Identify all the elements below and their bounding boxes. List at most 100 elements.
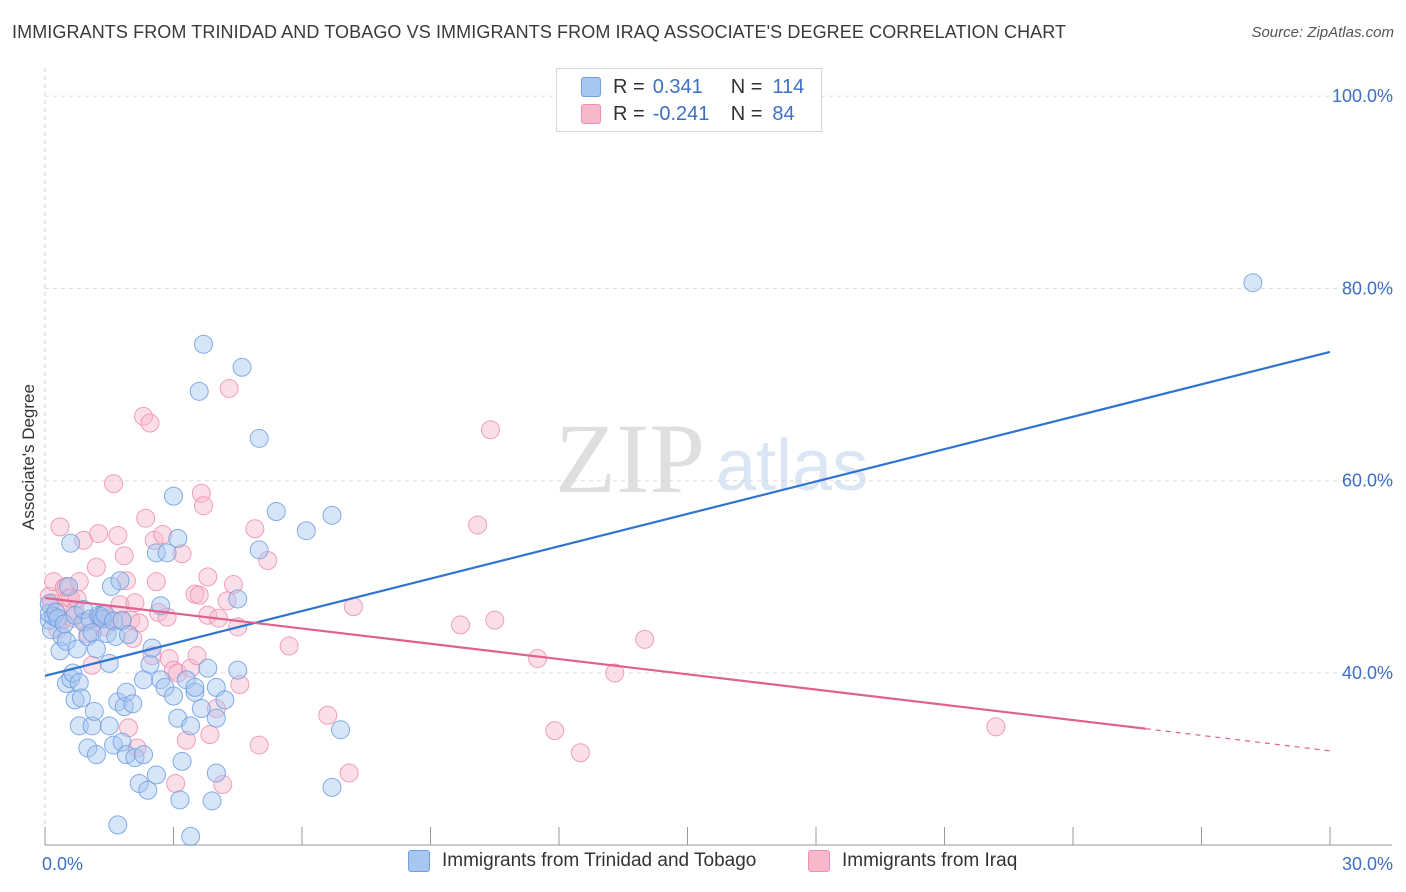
data-point xyxy=(185,677,205,697)
data-point xyxy=(176,730,196,750)
data-point xyxy=(170,790,190,810)
legend-swatch-blue xyxy=(581,77,601,97)
trinidad-points xyxy=(39,273,1263,846)
legend-n-label: N = xyxy=(730,102,763,125)
data-point xyxy=(153,525,173,545)
bottom-legend-iraq: Immigrants from Iraq xyxy=(808,850,1017,872)
bottom-legend-trinidad: Immigrants from Trinidad and Tobago xyxy=(408,850,756,872)
legend-r-value: -0.241 xyxy=(652,102,710,125)
data-point xyxy=(249,735,269,755)
data-point xyxy=(116,682,136,702)
data-point xyxy=(230,675,250,695)
data-point xyxy=(202,791,222,811)
legend-row-iraq: R = -0.241 N = 84 xyxy=(581,101,795,127)
data-point xyxy=(82,716,102,736)
data-point xyxy=(108,815,128,835)
data-point xyxy=(245,519,265,539)
data-point xyxy=(279,636,299,656)
x-tick-label: 0.0% xyxy=(42,854,83,874)
data-point xyxy=(181,716,201,736)
legend-row-trinidad: R = 0.341 N = 114 xyxy=(581,74,804,100)
data-point xyxy=(570,743,590,763)
data-point xyxy=(206,763,226,783)
data-point xyxy=(71,688,91,708)
data-point xyxy=(266,501,286,521)
data-point xyxy=(108,526,128,546)
data-point xyxy=(50,641,70,661)
data-point xyxy=(480,420,500,440)
data-point xyxy=(74,600,94,620)
data-point xyxy=(56,631,76,651)
data-point xyxy=(223,575,243,595)
bottom-legend-swatch-pink xyxy=(808,850,830,872)
chart-title: IMMIGRANTS FROM TRINIDAD AND TOBAGO VS I… xyxy=(12,22,1067,42)
bottom-legend-label: Immigrants from Trinidad and Tobago xyxy=(442,850,757,871)
trend-line-trinidad xyxy=(44,350,1331,677)
data-point xyxy=(146,765,166,785)
data-point xyxy=(146,543,166,563)
data-point xyxy=(545,721,565,741)
y-tick-label: 80.0% xyxy=(1342,278,1393,298)
data-point xyxy=(200,724,220,744)
data-point xyxy=(172,544,192,564)
data-point xyxy=(193,496,213,516)
correlation-legend: R = 0.341 N = 114 R = -0.241 N = 84 xyxy=(556,68,822,132)
data-point xyxy=(112,610,132,630)
data-point xyxy=(1243,273,1263,293)
data-point xyxy=(213,774,233,794)
bottom-legend-label: Immigrants from Iraq xyxy=(842,850,1018,871)
data-point xyxy=(528,649,548,669)
watermark-atlas: atlas xyxy=(716,426,868,506)
data-point xyxy=(116,571,136,591)
data-point xyxy=(134,745,154,765)
data-point xyxy=(123,694,143,714)
data-point xyxy=(119,718,139,738)
data-point xyxy=(339,763,359,783)
data-point xyxy=(181,826,201,846)
data-point xyxy=(232,357,252,377)
trend-line-iraq xyxy=(44,596,1146,730)
data-point xyxy=(215,690,235,710)
data-point xyxy=(112,732,132,752)
source-label: Source: ZipAtlas.com xyxy=(1251,24,1394,41)
data-point xyxy=(67,639,87,659)
data-point xyxy=(119,625,139,645)
data-point xyxy=(44,572,64,592)
data-point xyxy=(191,699,211,719)
data-point xyxy=(99,716,119,736)
legend-swatch-pink xyxy=(581,104,601,124)
data-point xyxy=(228,589,248,609)
data-point xyxy=(322,505,342,525)
data-point xyxy=(228,660,248,680)
bottom-legend-swatch-blue xyxy=(408,850,430,872)
data-point xyxy=(86,745,106,765)
legend-r-label: R = xyxy=(613,75,645,98)
data-point xyxy=(198,658,218,678)
data-point xyxy=(206,708,226,728)
data-point xyxy=(331,720,351,740)
legend-n-label: N = xyxy=(730,75,763,98)
watermark-zip: ZIP xyxy=(555,403,705,514)
data-point xyxy=(189,381,209,401)
watermark: ZIP atlas xyxy=(555,403,868,514)
data-point xyxy=(181,658,201,678)
data-point xyxy=(986,717,1006,737)
trend-lines xyxy=(44,350,1331,752)
data-point xyxy=(82,623,102,643)
legend-r-value: 0.341 xyxy=(652,75,703,98)
data-point xyxy=(485,610,505,630)
legend-r-label: R = xyxy=(613,102,645,125)
data-point xyxy=(140,413,160,433)
data-point xyxy=(104,474,124,494)
data-point xyxy=(50,517,70,537)
data-point xyxy=(136,508,156,528)
x-tick-label: 30.0% xyxy=(1342,854,1393,874)
data-point xyxy=(84,701,104,721)
data-point xyxy=(185,682,205,702)
data-point xyxy=(296,521,316,541)
data-point xyxy=(86,557,106,577)
data-point xyxy=(249,540,269,560)
data-point xyxy=(635,629,655,649)
data-point xyxy=(138,780,158,800)
data-point xyxy=(468,515,488,535)
